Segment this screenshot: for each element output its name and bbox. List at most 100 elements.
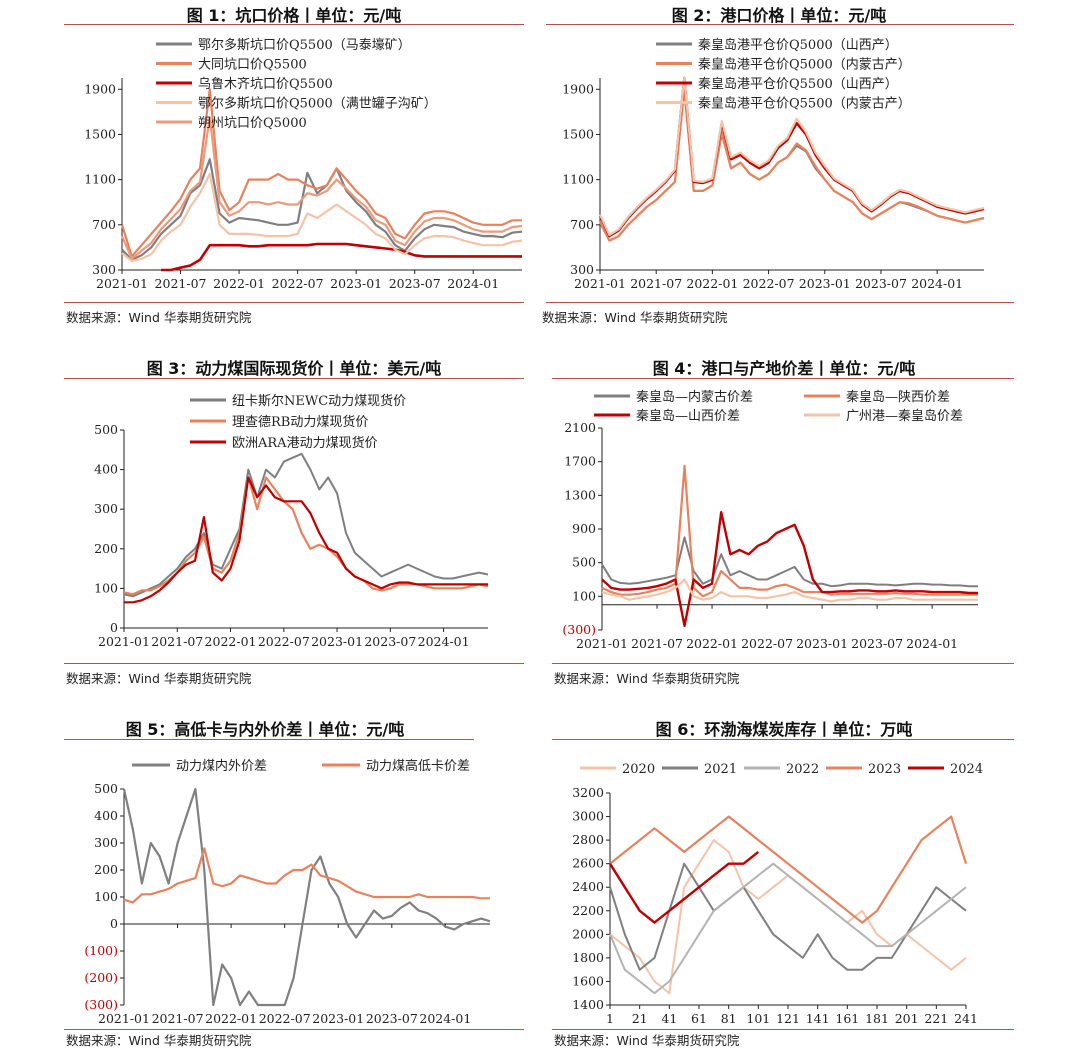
x-tick-label: 2024-01 — [447, 276, 499, 291]
legend-label: 动力煤内外价差 — [176, 758, 267, 774]
y-tick-label: 2800 — [572, 832, 604, 847]
y-tick-label: 500 — [572, 555, 596, 570]
y-tick-label: 700 — [92, 217, 116, 232]
title-rule — [552, 739, 1014, 740]
legend-label: 2020 — [622, 762, 655, 777]
y-tick-label: (200) — [84, 970, 118, 985]
title-rule — [64, 739, 474, 740]
title-rule — [64, 24, 524, 25]
y-tick-label: 1900 — [562, 81, 594, 96]
x-tick-label: 2021-01 — [98, 634, 150, 649]
legend-label: 大同坑口价Q5500 — [198, 58, 307, 73]
series-line — [599, 88, 985, 242]
chart-svg: 300 700 1100 1500 1900 2021-01 2021-07 2022-01 2… — [84, 37, 523, 291]
legend-label: 2022 — [786, 762, 819, 777]
legend-label: 秦皇岛港平仓价Q5000（山西产） — [698, 37, 898, 53]
panel-6: 图 6：环渤海煤炭库存丨单位：万吨 1400 1600 1800 2000 2200 24… — [550, 713, 1018, 1048]
y-tick-label: 400 — [94, 808, 118, 823]
y-tick-label: 2100 — [564, 420, 596, 435]
x-tick-label: 2023-07 — [366, 1011, 418, 1026]
source-rule — [64, 302, 524, 303]
series-line — [601, 511, 978, 627]
x-tick-label: 2024-01 — [911, 276, 963, 291]
series-line — [609, 815, 968, 924]
legend-label: 理查德RB动力煤现货价 — [232, 414, 368, 430]
x-tick-label: 2021-01 — [574, 276, 626, 291]
y-tick-label: 0 — [110, 620, 118, 635]
y-tick-label: 500 — [94, 781, 118, 796]
y-tick-label: 100 — [572, 588, 596, 603]
y-tick-label: (100) — [84, 943, 118, 958]
y-tick-label: 1700 — [564, 454, 596, 469]
series-line — [123, 476, 489, 596]
series-line — [120, 116, 523, 260]
y-tick-label: 700 — [570, 217, 594, 232]
series-line — [121, 158, 523, 261]
legend-label: 秦皇岛港平仓价Q5000（内蒙古产） — [698, 57, 911, 73]
y-tick-label: 3000 — [572, 809, 604, 824]
source-rule — [64, 663, 524, 664]
chart-title: 图 3：动力煤国际现货价丨单位：美元/吨 — [146, 359, 442, 378]
x-tick-label: 2022-01 — [205, 1011, 257, 1026]
x-tick-label: 2023-07 — [855, 276, 907, 291]
source-rule — [64, 1029, 524, 1030]
title-rule — [546, 24, 1014, 25]
chart-svg: (300) 100 500 900 1300 1700 2100 2021-01 2021-07… — [562, 389, 978, 651]
y-tick-label: (300) — [562, 622, 596, 637]
y-tick-label: 1500 — [562, 126, 594, 141]
chart-title: 图 2：港口价格丨单位：元/吨 — [671, 6, 887, 25]
source-rule — [546, 302, 1014, 303]
y-tick-label: 500 — [94, 422, 118, 437]
x-tick-label: 2023-07 — [851, 636, 903, 651]
series-line — [601, 464, 978, 598]
series-line — [121, 172, 523, 263]
panel-2: 图 2：港口价格丨单位：元/吨 300 700 1100 1500 1900 2021-0… — [540, 0, 1018, 330]
x-tick-label: 41 — [661, 1011, 677, 1026]
x-tick-label: 241 — [954, 1011, 978, 1026]
x-tick-label: 81 — [721, 1011, 737, 1026]
legend-label: 鄂尔多斯坑口价Q5500（马泰壕矿） — [198, 37, 411, 53]
x-tick-label: 2021-07 — [151, 634, 203, 649]
x-tick-label: 141 — [806, 1011, 830, 1026]
source-note: 数据来源：Wind 华泰期货研究院 — [554, 1033, 740, 1048]
title-rule — [552, 378, 1014, 379]
x-tick-label: 2022-01 — [213, 276, 265, 291]
legend-label: 欧洲ARA港动力煤现货价 — [232, 435, 378, 451]
x-tick-label: 2022-01 — [686, 636, 738, 651]
series-line — [122, 787, 491, 1007]
x-tick-label: 2023-01 — [311, 634, 363, 649]
y-tick-label: 300 — [570, 262, 594, 277]
x-tick-label: 2023-01 — [330, 276, 382, 291]
chart-svg: 1400 1600 1800 2000 2200 2400 2600 2800 3000 3200… — [572, 762, 983, 1026]
y-tick-label: 200 — [94, 541, 118, 556]
chart-svg: 300 700 1100 1500 1900 2021-01 2021-07 2022-01 2… — [562, 37, 985, 291]
x-tick-label: 161 — [835, 1011, 859, 1026]
series-line — [601, 578, 978, 603]
legend-label: 秦皇岛—内蒙古价差 — [636, 389, 753, 405]
y-tick-label: 200 — [94, 862, 118, 877]
x-tick-label: 61 — [691, 1011, 707, 1026]
source-rule — [552, 1029, 1014, 1030]
y-tick-label: 1500 — [84, 126, 116, 141]
x-tick-label: 2021-07 — [630, 276, 682, 291]
y-tick-label: 1600 — [572, 973, 604, 988]
y-tick-label: 300 — [92, 262, 116, 277]
legend-label: 广州港—秦皇岛价差 — [846, 408, 963, 424]
chart-title: 图 6：环渤海煤炭库存丨单位：万吨 — [655, 720, 913, 739]
chart-title: 图 1：坑口价格丨单位：元/吨 — [186, 6, 402, 25]
series-line — [599, 88, 985, 242]
x-tick-label: 2023-01 — [799, 276, 851, 291]
panel-4: 图 4：港口与产地价差丨单位：元/吨 (300) 100 500 900 1300 170… — [550, 352, 1018, 692]
legend-label: 2021 — [704, 762, 737, 777]
x-tick-label: 2022-07 — [258, 634, 310, 649]
chart-title: 图 4：港口与产地价差丨单位：元/吨 — [652, 359, 916, 378]
legend-label: 秦皇岛港平仓价Q5500（内蒙古产） — [698, 96, 911, 112]
x-tick-label: 2022-07 — [743, 276, 795, 291]
source-note: 数据来源：Wind 华泰期货研究院 — [66, 671, 252, 686]
y-tick-label: 1400 — [572, 997, 604, 1012]
legend-label: 乌鲁木齐坑口价Q5500 — [198, 76, 333, 92]
x-tick-label: 201 — [895, 1011, 919, 1026]
legend-label: 秦皇岛港平仓价Q5500（山西产） — [698, 76, 898, 92]
panel-3: 图 3：动力煤国际现货价丨单位：美元/吨 0 100 200 300 400 500 202… — [60, 352, 528, 692]
